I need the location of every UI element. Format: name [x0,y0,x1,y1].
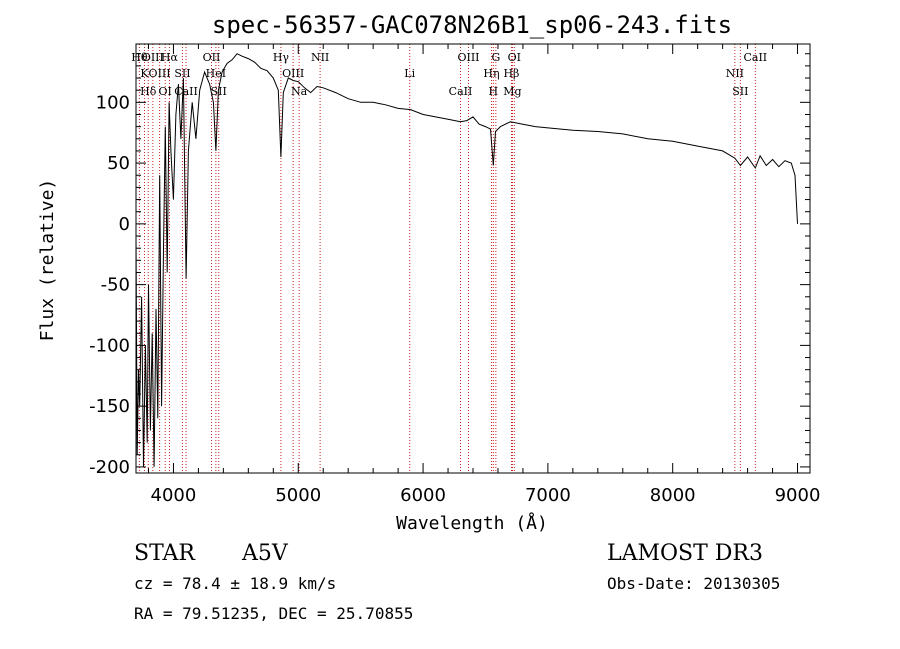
x-tick-label: 9000 [775,485,821,506]
y-axis-ticks: -200 -150 -100 -50 0 50 100 [89,53,810,478]
line-marker-label: OI [159,85,172,98]
line-markers [138,44,756,473]
line-marker-label: G [491,51,500,64]
line-marker-label: Hθ [131,51,148,64]
line-marker-label: OIII [457,51,479,64]
line-marker-label: OII [203,51,221,64]
line-marker-label: OIII [282,67,304,80]
line-marker-label: Hη [483,67,499,80]
line-marker-label: Hα [161,51,179,64]
y-tick-label: -50 [101,275,130,296]
line-marker-label: NII [311,51,329,64]
x-tick-label: 8000 [650,485,696,506]
line-marker-label: CaII [743,51,767,64]
line-marker-label: K [140,67,149,80]
line-marker-labels: Hθ K Hδ OIII OIII OI Hα SII CaII OII HeI SII Hγ OIII N… [131,51,767,98]
y-tick-label: -150 [89,396,130,417]
line-marker-label: OIII [142,51,164,64]
plot-frame [135,43,811,474]
observation-date: Obs-Date: 20130305 [607,574,780,593]
x-tick-label: 7000 [525,485,571,506]
line-marker-label: SII [174,67,190,80]
y-tick-label: -200 [89,457,130,478]
x-axis-label: Wavelength (Å) [396,512,548,534]
x-tick-label: 5000 [275,485,321,506]
spectral-subclass: A5V [241,541,289,566]
object-class: STAR [134,541,196,566]
coordinates: RA = 79.51235, DEC = 25.70855 [134,604,413,623]
line-marker-label: CaII [174,85,198,98]
redshift-velocity: cz = 78.4 ± 18.9 km/s [134,574,336,593]
line-marker-label: SII [732,85,748,98]
x-tick-label: 6000 [400,485,446,506]
line-marker-label: OI [508,51,521,64]
y-axis-label: Flux (relative) [37,179,58,342]
line-marker-label: OIII [149,67,171,80]
line-marker-label: H [489,85,499,98]
line-marker-label: Hδ [140,85,157,98]
x-tick-label: 4000 [151,485,197,506]
line-marker-label: Li [404,67,415,80]
survey-name: LAMOST DR3 [607,541,763,566]
line-marker-label: NII [726,67,744,80]
line-marker-label: Hγ [273,51,290,64]
y-tick-label: -100 [89,335,130,356]
spectrum-line [135,53,798,467]
y-tick-label: 100 [96,92,130,113]
line-marker-label: Na [291,85,308,98]
line-marker-label: Hβ [503,67,519,80]
chart-title: spec-56357-GAC078N26B1_sp06-243.fits [212,11,732,39]
line-marker-label: CaII [449,85,473,98]
y-tick-label: 0 [119,214,130,235]
line-marker-label: HeI [206,67,226,80]
y-tick-label: 50 [107,153,130,174]
line-marker-label: Mg [503,85,521,98]
x-axis-ticks: 4000 5000 6000 7000 8000 9000 [147,44,821,506]
